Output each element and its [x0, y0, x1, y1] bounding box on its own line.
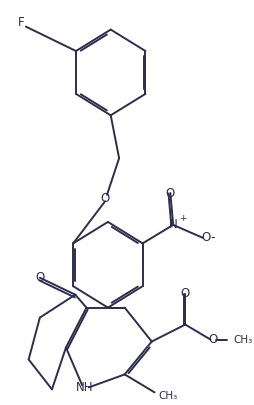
Text: O: O [101, 192, 110, 205]
Text: O: O [209, 333, 218, 346]
Text: CH₃: CH₃ [158, 391, 177, 401]
Text: O: O [166, 187, 175, 200]
Text: N: N [169, 218, 178, 231]
Text: CH₃: CH₃ [233, 335, 253, 345]
Text: -: - [210, 230, 215, 243]
Text: +: + [179, 214, 186, 224]
Text: NH: NH [76, 381, 93, 394]
Text: O: O [35, 271, 44, 284]
Text: F: F [18, 16, 25, 29]
Text: O: O [201, 231, 210, 244]
Text: O: O [181, 287, 190, 300]
